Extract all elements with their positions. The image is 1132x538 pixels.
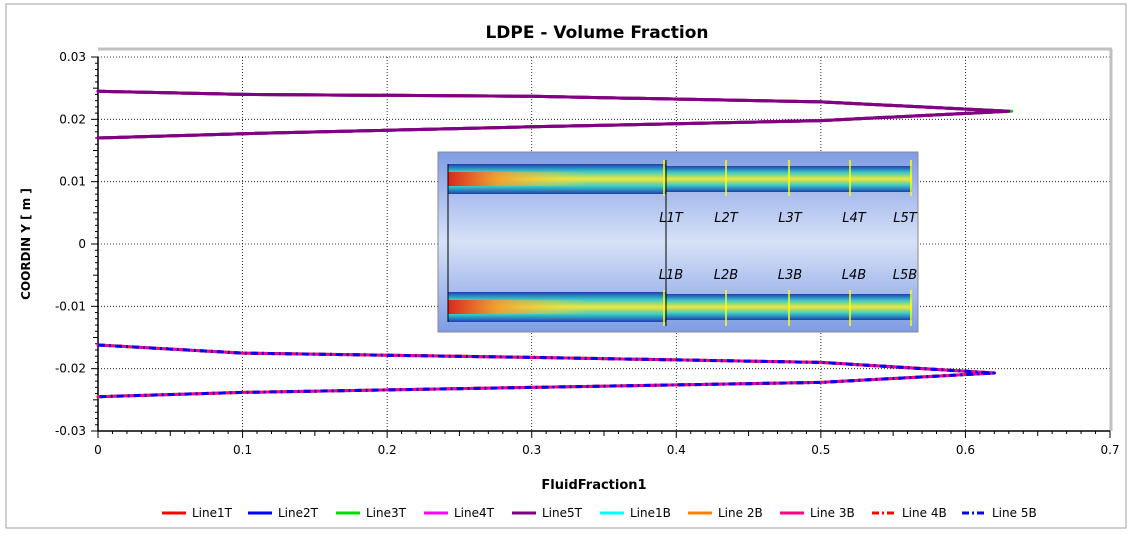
x-tick-label: 0.4 (667, 443, 686, 457)
legend-label: Line4T (454, 506, 495, 520)
x-tick-label: 0.7 (1100, 443, 1119, 457)
y-tick-label: -0.01 (55, 299, 86, 313)
inset-contour-image: L1T L2T L3T L4T L5T L1B L2B L3B L4B L5B (437, 151, 919, 333)
inset-top-band-hot (448, 172, 588, 186)
inset-bottom-band-hot (448, 300, 588, 314)
series-line-line-5b (97, 343, 996, 399)
inset-label-bottom: L3B (778, 268, 803, 283)
x-tick-label: 0 (94, 443, 102, 457)
y-tick-label: -0.03 (55, 424, 86, 438)
inset-label-top: L2T (714, 211, 739, 226)
x-tick-label: 0.3 (522, 443, 541, 457)
x-tick-label: 0.1 (233, 443, 252, 457)
x-tick-label: 0.6 (956, 443, 975, 457)
inset-markers: L1T L2T L3T L4T L5T L1B L2B L3B L4B L5B (659, 160, 918, 326)
inset-label-top: L3T (778, 211, 803, 226)
y-tick-label: 0 (78, 237, 86, 251)
inset-label-bottom: L1B (659, 268, 684, 283)
inset-label-top: L4T (842, 211, 867, 226)
series-line-line5t (96, 89, 1011, 140)
chart-title: LDPE - Volume Fraction (485, 23, 708, 43)
inset-label-bottom: L2B (714, 268, 739, 283)
legend-label: Line3T (366, 506, 407, 520)
inset-label-top: L1T (659, 211, 684, 226)
y-tick-label: -0.02 (55, 362, 86, 376)
y-axis-label: COORDIN Y [ m ] (19, 188, 33, 300)
inset-label-bottom: L4B (842, 268, 867, 283)
x-axis-label: FluidFraction1 (541, 478, 646, 493)
legend-label: Line 4B (902, 506, 947, 520)
series-layer (96, 89, 1014, 399)
axis-ticks: 0 0.1 0.2 0.3 0.4 0.5 0.6 0.7 0.03 0.02 0.01 0 -0.01… (55, 50, 1120, 457)
legend-label: Line5T (542, 506, 583, 520)
x-tick-label: 0.2 (378, 443, 397, 457)
inset-label-bottom: L5B (893, 268, 918, 283)
y-tick-label: 0.02 (59, 112, 86, 126)
x-tick-label: 0.5 (811, 443, 830, 457)
y-tick-label: 0.01 (59, 175, 86, 189)
legend-label: Line 3B (810, 506, 855, 520)
legend-label: Line 5B (992, 506, 1037, 520)
inset-label-top: L5T (893, 211, 918, 226)
legend-label: Line1B (630, 506, 671, 520)
legend-label: Line1T (192, 506, 233, 520)
legend-label: Line2T (278, 506, 319, 520)
legend-label: Line 2B (718, 506, 763, 520)
legend: Line1T Line2T Line3T Line4T Line5T Line1B Line… (162, 506, 1037, 520)
y-tick-label: 0.03 (59, 50, 86, 64)
